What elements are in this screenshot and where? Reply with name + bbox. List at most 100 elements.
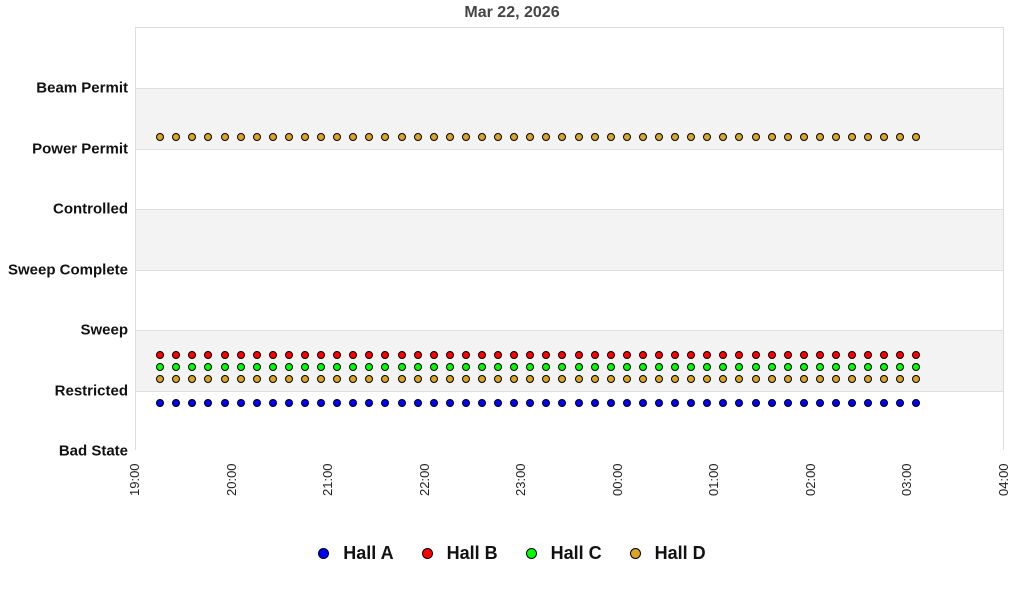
data-point <box>236 132 245 141</box>
data-point <box>510 374 519 383</box>
data-point <box>317 362 326 371</box>
data-point <box>687 132 696 141</box>
data-point <box>300 350 309 359</box>
grid-band <box>136 209 1003 270</box>
data-point <box>220 398 229 407</box>
grid-band <box>136 390 1003 451</box>
data-point <box>767 362 776 371</box>
data-point <box>735 374 744 383</box>
data-point <box>317 398 326 407</box>
data-point <box>204 350 213 359</box>
data-point <box>510 350 519 359</box>
data-point <box>864 132 873 141</box>
data-point <box>542 132 551 141</box>
data-point <box>864 374 873 383</box>
data-point <box>864 398 873 407</box>
data-point <box>848 132 857 141</box>
x-tick-label: 21:00 <box>320 463 336 496</box>
y-label: Controlled <box>53 200 128 218</box>
data-point <box>574 398 583 407</box>
data-point <box>638 398 647 407</box>
data-point <box>880 350 889 359</box>
data-point <box>236 362 245 371</box>
data-point <box>172 374 181 383</box>
data-point <box>767 398 776 407</box>
data-point <box>365 350 374 359</box>
data-point <box>172 350 181 359</box>
data-point <box>832 374 841 383</box>
data-point <box>494 132 503 141</box>
data-point <box>526 132 535 141</box>
legend-item: Hall A <box>318 543 394 564</box>
data-point <box>510 362 519 371</box>
data-point <box>558 132 567 141</box>
data-point <box>751 362 760 371</box>
data-point <box>397 132 406 141</box>
legend-marker-icon <box>421 548 433 559</box>
data-point <box>429 362 438 371</box>
data-point <box>912 362 921 371</box>
data-point <box>848 374 857 383</box>
data-point <box>606 374 615 383</box>
data-point <box>429 398 438 407</box>
data-point <box>815 374 824 383</box>
data-point <box>445 350 454 359</box>
data-point <box>880 132 889 141</box>
x-tick-label: 01:00 <box>706 463 722 496</box>
legend-label: Hall D <box>654 543 706 563</box>
data-point <box>719 398 728 407</box>
data-point <box>204 132 213 141</box>
data-point <box>220 350 229 359</box>
y-label: Bad State <box>58 442 128 460</box>
legend-label: Hall A <box>343 543 394 563</box>
data-point <box>445 398 454 407</box>
data-point <box>590 398 599 407</box>
data-point <box>864 362 873 371</box>
data-point <box>735 350 744 359</box>
data-point <box>671 398 680 407</box>
data-point <box>848 362 857 371</box>
data-point <box>413 374 422 383</box>
data-point <box>799 132 808 141</box>
x-tick-label: 22:00 <box>416 463 432 496</box>
data-point <box>284 374 293 383</box>
data-point <box>268 362 277 371</box>
grid-band <box>136 269 1003 331</box>
x-tick-label: 03:00 <box>899 463 915 496</box>
legend: Hall A Hall B Hall C Hall D <box>0 543 1024 564</box>
data-point <box>671 362 680 371</box>
data-point <box>300 362 309 371</box>
data-point <box>687 362 696 371</box>
data-point <box>751 374 760 383</box>
data-point <box>864 350 873 359</box>
data-point <box>542 350 551 359</box>
data-point <box>655 132 663 141</box>
data-point <box>445 374 454 383</box>
data-point <box>815 350 824 359</box>
data-point <box>300 132 309 141</box>
data-point <box>848 398 857 407</box>
data-point <box>413 398 422 407</box>
data-point <box>188 362 197 371</box>
y-label: Beam Permit <box>36 79 128 97</box>
y-label: Sweep <box>80 321 128 339</box>
x-tick-label: 02:00 <box>802 463 818 496</box>
data-point <box>188 350 197 359</box>
x-tick-label: 19:00 <box>127 463 142 496</box>
data-point <box>477 132 486 141</box>
data-point <box>526 374 535 383</box>
grid-band <box>136 28 1003 89</box>
data-point <box>461 362 470 371</box>
data-point <box>220 374 229 383</box>
data-point <box>429 374 438 383</box>
data-point <box>381 374 390 383</box>
data-point <box>317 350 326 359</box>
data-point <box>719 362 728 371</box>
data-point <box>300 398 309 407</box>
data-point <box>638 374 647 383</box>
data-point <box>815 132 824 141</box>
legend-item: Hall C <box>525 543 602 564</box>
data-point <box>349 132 358 141</box>
data-point <box>799 398 808 407</box>
data-point <box>880 362 889 371</box>
